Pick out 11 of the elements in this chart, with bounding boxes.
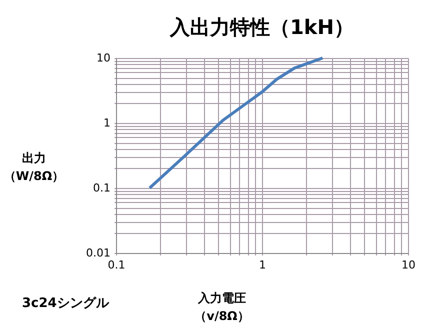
x-tick-label: 0.1 bbox=[108, 258, 126, 272]
y-tick-label: 1 bbox=[104, 116, 110, 130]
x-tick-label: 10 bbox=[402, 258, 416, 272]
y-tick-label: 0.01 bbox=[86, 246, 110, 260]
x-tick-label: 1 bbox=[259, 258, 266, 272]
text: 3c24シングル bbox=[22, 296, 110, 311]
y-tick-label: 10 bbox=[96, 52, 110, 64]
x-axis-title: 入力電圧（v/8Ω） bbox=[194, 291, 250, 323]
y-tick-label: 0.1 bbox=[93, 182, 110, 194]
y-axis-title: 出力（W/8Ω） bbox=[4, 151, 64, 183]
chart-title: 入出力特性（1kH） bbox=[169, 15, 354, 39]
